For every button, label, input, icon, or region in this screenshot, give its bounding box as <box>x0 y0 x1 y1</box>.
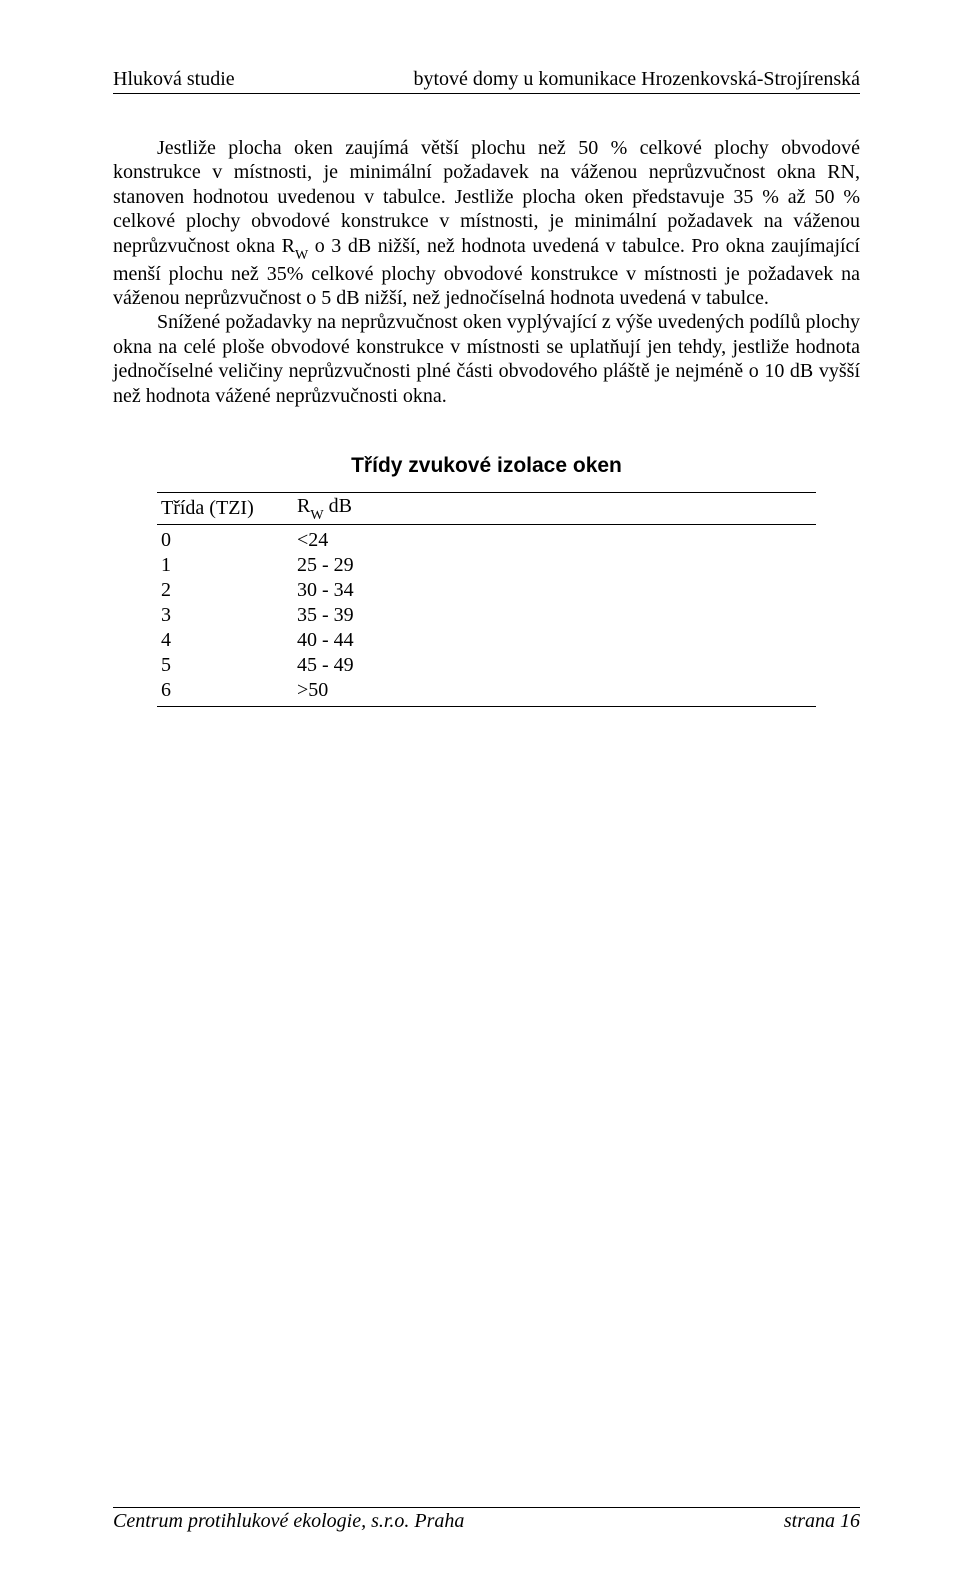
footer-page-number: 16 <box>840 1510 860 1532</box>
table-cell: 2 <box>157 578 297 603</box>
tzi-table: Třída (TZI) RW dB 0 <24 1 25 - 29 2 30 -… <box>157 492 816 707</box>
table-row: 5 45 - 49 <box>157 653 816 678</box>
table-row: 1 25 - 29 <box>157 553 816 578</box>
table-cell: 35 - 39 <box>297 603 816 628</box>
page-footer: Centrum protihlukové ekologie, s.r.o. Pr… <box>113 1507 860 1533</box>
table-row: 3 35 - 39 <box>157 603 816 628</box>
footer-right: strana 16 <box>784 1510 860 1533</box>
table-row: 4 40 - 44 <box>157 628 816 653</box>
body-text: Jestliže plocha oken zaujímá větší ploch… <box>113 136 860 408</box>
table-header-row: Třída (TZI) RW dB <box>157 492 816 524</box>
table-header-col2: RW dB <box>297 492 816 524</box>
header-right: bytové domy u komunikace Hrozenkovská-St… <box>413 68 860 91</box>
section-title: Třídy zvukové izolace oken <box>113 454 860 478</box>
page-header: Hluková studie bytové domy u komunikace … <box>113 68 860 94</box>
header-left: Hluková studie <box>113 68 235 91</box>
table-cell: 1 <box>157 553 297 578</box>
table-cell: 45 - 49 <box>297 653 816 678</box>
table-header-col2-prefix: R <box>297 495 310 517</box>
table-row: 2 30 - 34 <box>157 578 816 603</box>
table-header-col2-suffix: dB <box>324 495 352 517</box>
table-row: 0 <24 <box>157 524 816 553</box>
tzi-table-wrap: Třída (TZI) RW dB 0 <24 1 25 - 29 2 30 -… <box>157 492 816 707</box>
table-cell: 4 <box>157 628 297 653</box>
table-cell: 25 - 29 <box>297 553 816 578</box>
paragraph-1-subscript: W <box>295 248 308 263</box>
table-cell: 30 - 34 <box>297 578 816 603</box>
table-cell: >50 <box>297 678 816 707</box>
table-cell: 3 <box>157 603 297 628</box>
table-header-col1: Třída (TZI) <box>157 492 297 524</box>
table-cell: 5 <box>157 653 297 678</box>
table-cell: 40 - 44 <box>297 628 816 653</box>
table-cell: 0 <box>157 524 297 553</box>
table-cell: 6 <box>157 678 297 707</box>
table-header-col2-sub: W <box>310 508 323 523</box>
footer-page-label: strana <box>784 1510 835 1532</box>
table-cell: <24 <box>297 524 816 553</box>
footer-left: Centrum protihlukové ekologie, s.r.o. Pr… <box>113 1510 464 1533</box>
table-row: 6 >50 <box>157 678 816 707</box>
paragraph-1: Jestliže plocha oken zaujímá větší ploch… <box>113 136 860 310</box>
paragraph-2: Snížené požadavky na neprůzvučnost oken … <box>113 310 860 408</box>
